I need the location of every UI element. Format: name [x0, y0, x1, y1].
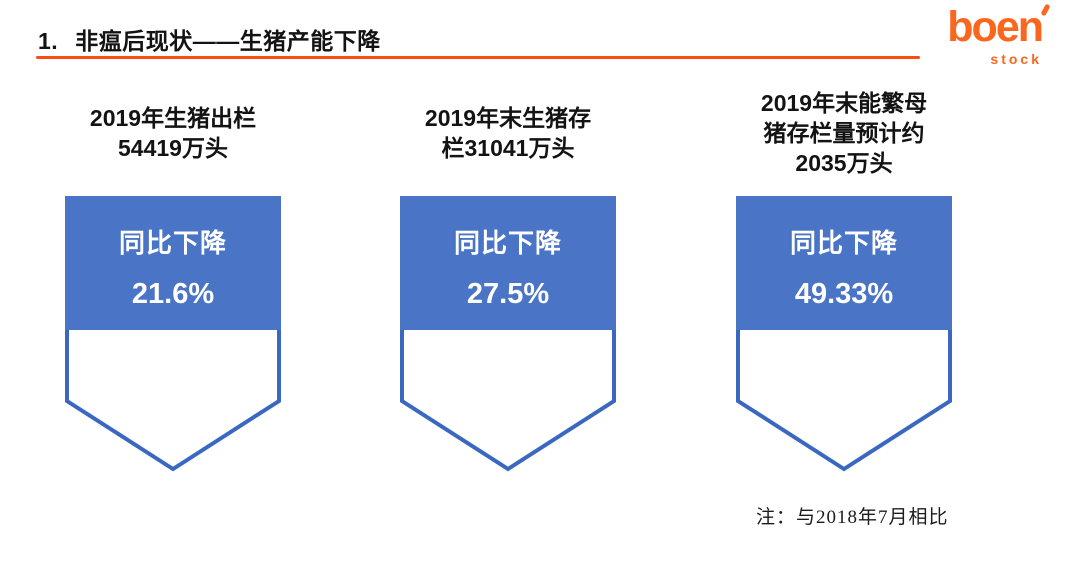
yoy-label: 同比下降: [453, 228, 562, 258]
footnote: 注：与2018年7月相比: [756, 507, 949, 528]
yoy-label: 同比下降: [118, 228, 227, 258]
stat-column-slaughter: 2019年生猪出栏 54419万头 同比下降 21.6%: [28, 78, 318, 474]
logo-wordmark: boen: [947, 3, 1051, 51]
logo-word-text: boen: [947, 3, 1044, 51]
title-underline: [36, 56, 920, 59]
boen-stock-logo: boen stock: [932, 3, 1051, 67]
pennant-callout: 同比下降 49.33%: [736, 196, 952, 474]
yoy-value: 21.6%: [131, 278, 215, 310]
logo-subtext: stock: [990, 51, 1042, 67]
pennant-shape: [736, 196, 952, 472]
pennant-shape: [65, 196, 281, 472]
pennant-shape: [400, 196, 616, 472]
stat-column-inventory: 2019年末生猪存 栏31041万头 同比下降 27.5%: [363, 78, 653, 474]
pennant-callout: 同比下降 21.6%: [65, 196, 281, 474]
yoy-label: 同比下降: [789, 228, 898, 258]
yoy-value: 49.33%: [794, 278, 894, 310]
stat-header: 2019年生猪出栏 54419万头: [89, 105, 257, 161]
stat-column-breeding-sows: 2019年末能繁母 猪存栏量预计约 2035万头 同比下降 49.33%: [699, 78, 989, 474]
page-title: 1. 非瘟后现状——生猪产能下降: [38, 22, 381, 56]
title-text: 非瘟后现状——生猪产能下降: [75, 28, 381, 54]
stat-header: 2019年末生猪存 栏31041万头: [424, 105, 592, 161]
title-number: 1.: [38, 28, 59, 54]
yoy-value: 27.5%: [466, 278, 550, 310]
stat-header: 2019年末能繁母 猪存栏量预计约 2035万头: [760, 90, 928, 176]
pennant-callout: 同比下降 27.5%: [400, 196, 616, 474]
